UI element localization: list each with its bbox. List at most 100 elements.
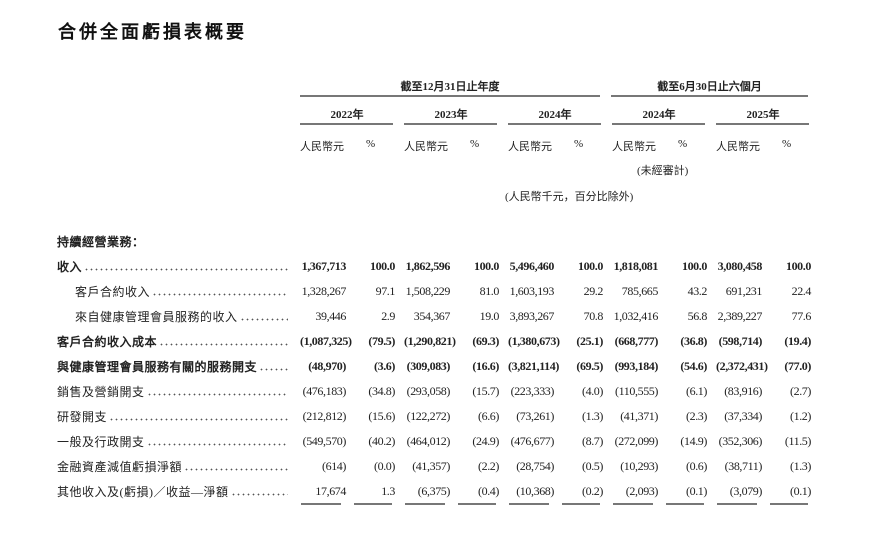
pct-cell: (16.6) xyxy=(472,359,499,373)
value-cell: (293,058) xyxy=(406,384,451,398)
pct-cell: (0.4) xyxy=(478,484,499,498)
pct-cell: (1.3) xyxy=(582,409,603,423)
value-cell: (993,184) xyxy=(614,359,659,373)
value-cell: (73,261) xyxy=(516,409,554,423)
dot-leader xyxy=(159,336,288,346)
pct-cell: 81.0 xyxy=(479,284,500,298)
value-cell: (41,371) xyxy=(620,409,658,423)
header-rule xyxy=(300,95,600,97)
table-row: 金融資產減值虧損淨額 (614) (0.0) (41,357) (2.2) (28,75… xyxy=(57,454,820,479)
pct-cell: 29.2 xyxy=(583,284,604,298)
pct-cell: (54.6) xyxy=(680,359,707,373)
pct-cell: (2.7) xyxy=(790,384,811,398)
value-cell: (1,290,821) xyxy=(404,334,456,348)
value-cell: (272,099) xyxy=(614,434,659,448)
value-cell: 2,389,227 xyxy=(717,309,763,323)
total-rule xyxy=(354,503,392,505)
pct-label: % xyxy=(470,138,480,150)
pct-cell: 2.9 xyxy=(381,309,395,323)
pct-label: % xyxy=(366,138,376,150)
currency-label: 人民幣元 xyxy=(612,141,656,153)
pct-cell: 100.0 xyxy=(473,259,499,273)
value-cell: (352,306) xyxy=(718,434,763,448)
pct-cell: 1.3 xyxy=(381,484,395,498)
value-cell: (2,372,431) xyxy=(716,359,768,373)
pct-cell: (0.5) xyxy=(582,459,603,473)
value-cell: (309,083) xyxy=(406,359,451,373)
pct-label: % xyxy=(574,138,584,150)
value-cell: (549,570) xyxy=(302,434,347,448)
dot-leader xyxy=(230,486,288,496)
total-rule xyxy=(405,503,445,505)
dot-leader xyxy=(84,261,288,271)
row-label: 來自健康管理會員服務的收入 xyxy=(75,310,238,324)
section-heading: 持續經營業務： xyxy=(57,235,145,249)
pct-cell: (3.6) xyxy=(374,359,395,373)
value-cell: (48,970) xyxy=(308,359,346,373)
pct-cell: 43.2 xyxy=(687,284,708,298)
pct-cell: (24.9) xyxy=(472,434,499,448)
year-rule xyxy=(612,123,705,125)
pct-cell: (4.0) xyxy=(582,384,603,398)
row-label: 一般及行政開支 xyxy=(57,435,145,449)
pct-cell: 70.8 xyxy=(583,309,604,323)
year-rule xyxy=(508,123,601,125)
pct-cell: (11.5) xyxy=(784,434,812,448)
row-label: 研發開支 xyxy=(57,410,108,424)
currency-label: 人民幣元 xyxy=(404,141,448,153)
pct-cell: 100.0 xyxy=(785,259,811,273)
value-cell: 5,496,460 xyxy=(509,259,555,273)
total-rule xyxy=(458,503,496,505)
value-cell: (10,368) xyxy=(516,484,554,498)
pct-cell: (69.5) xyxy=(576,359,603,373)
unit-note: (人民幣千元，百分比除外) xyxy=(505,191,634,203)
table-row: 一般及行政開支 (549,570) (40.2) (464,012) (24.9) (4… xyxy=(57,429,820,454)
dot-leader xyxy=(239,311,288,321)
value-cell: (212,812) xyxy=(302,409,347,423)
value-cell: (41,357) xyxy=(412,459,450,473)
row-label: 其他收入及(虧損)／收益—淨額 xyxy=(57,485,229,499)
value-cell: (110,555) xyxy=(615,384,658,398)
value-cell: (476,677) xyxy=(510,434,555,448)
value-cell: 1,603,193 xyxy=(509,284,555,298)
total-rule xyxy=(562,503,600,505)
value-cell: 354,367 xyxy=(413,309,451,323)
pct-cell: (69.3) xyxy=(472,334,499,348)
total-rule xyxy=(509,503,549,505)
table-row: 客戶合約收入 1,328,267 97.1 1,508,229 81.0 1,603,1… xyxy=(57,279,820,304)
pct-cell: (34.8) xyxy=(368,384,395,398)
pct-cell: (0.2) xyxy=(582,484,603,498)
value-cell: (668,777) xyxy=(614,334,659,348)
value-cell: 1,508,229 xyxy=(405,284,451,298)
year-header: 2022年 xyxy=(330,109,364,121)
header-rule xyxy=(611,95,808,97)
value-cell: 3,080,458 xyxy=(717,259,763,273)
row-label: 收入 xyxy=(57,260,83,274)
row-label: 客戶合約收入 xyxy=(75,285,151,299)
pct-cell: (0.1) xyxy=(686,484,707,498)
pct-cell: 56.8 xyxy=(687,309,708,323)
value-cell: (1,380,673) xyxy=(508,334,560,348)
pct-cell: 100.0 xyxy=(577,259,603,273)
pct-cell: (0.6) xyxy=(686,459,707,473)
pct-cell: (1.3) xyxy=(790,459,811,473)
pct-cell: (2.2) xyxy=(478,459,499,473)
value-cell: (38,711) xyxy=(724,459,763,473)
table-row: 與健康管理會員服務有關的服務開支 (48,970) (3.6) (309,083) (… xyxy=(57,354,820,379)
value-cell: (6,375) xyxy=(417,484,451,498)
value-cell: 1,862,596 xyxy=(405,259,451,273)
value-cell: 785,665 xyxy=(621,284,659,298)
currency-label: 人民幣元 xyxy=(508,141,552,153)
pct-cell: 97.1 xyxy=(375,284,396,298)
value-cell: 1,328,267 xyxy=(301,284,347,298)
value-cell: (10,293) xyxy=(620,459,658,473)
financial-table: 持續經營業務： 收入 1,367,713 100.0 1,862,596 100.0 5… xyxy=(57,229,820,504)
value-cell: (122,272) xyxy=(406,409,451,423)
dot-leader xyxy=(146,436,288,446)
value-cell: (614) xyxy=(322,459,346,473)
pct-cell: (36.8) xyxy=(680,334,707,348)
dot-leader xyxy=(259,361,288,371)
total-rule xyxy=(770,503,808,505)
total-rule xyxy=(301,503,341,505)
pct-cell: (14.9) xyxy=(680,434,707,448)
